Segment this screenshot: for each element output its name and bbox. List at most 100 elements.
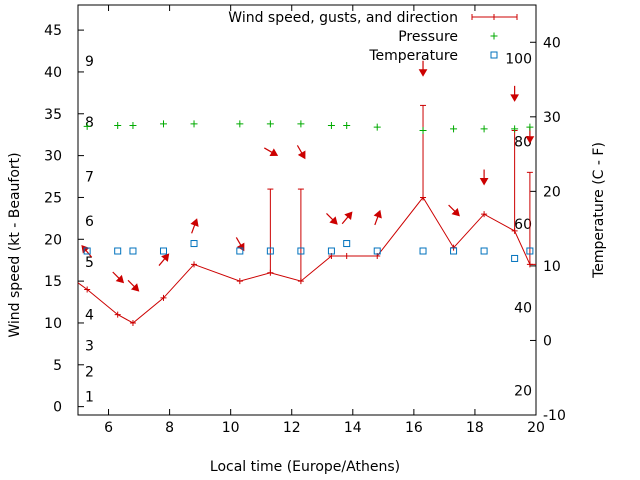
y-tick-label: 20: [44, 232, 62, 248]
temperature-point: [511, 254, 519, 262]
y-tick-label: 30: [44, 149, 62, 165]
arrow-head: [510, 94, 519, 102]
legend-label: Wind speed, gusts, and direction: [228, 10, 458, 26]
series: [77, 60, 536, 326]
pressure-point: [159, 120, 167, 128]
wind-direction-arrow: [479, 169, 489, 186]
temperature-point: [129, 247, 137, 255]
arrow-head: [297, 150, 306, 160]
pressure-point: [343, 121, 351, 129]
wind-direction-arrow: [158, 253, 170, 266]
x-tick-label: 12: [283, 420, 301, 436]
pressure-point: [129, 121, 137, 129]
axes: 6 8 10 12 14 16 18 20051015202530354045-1001020…: [44, 4, 566, 436]
arrow-head: [525, 136, 535, 144]
legend-label: Pressure: [398, 29, 458, 45]
beaufort-label: 6: [85, 214, 94, 230]
fahrenheit-label: 20: [514, 383, 532, 399]
pressure-point: [480, 125, 488, 133]
wind-point: [129, 319, 136, 326]
y-tick-label: 15: [44, 274, 62, 290]
y-tick-label: 45: [44, 23, 62, 39]
x-axis-label: Local time (Europe/Athens): [210, 459, 400, 475]
arrow-head: [130, 283, 140, 292]
wind-point: [267, 269, 274, 276]
wind-direction-arrow: [296, 145, 306, 160]
arrow-head: [418, 69, 428, 77]
wind-direction-arrow: [341, 211, 353, 225]
plot-frame: [77, 4, 537, 416]
x-tick-label: 16: [405, 420, 423, 436]
beaufort-label: 2: [85, 364, 94, 380]
temperature-point: [83, 247, 91, 255]
arrow-head: [190, 218, 199, 227]
y-tick-label: 40: [44, 65, 62, 81]
beaufort-label: 3: [85, 339, 94, 355]
wind-point: [236, 278, 243, 285]
pressure-point: [190, 120, 198, 128]
wind-direction-arrow: [235, 237, 245, 252]
arrow-head: [115, 274, 125, 284]
legend-swatch-pressure: [490, 32, 498, 40]
y2-tick-label: 40: [543, 35, 561, 51]
arrow-head: [161, 253, 170, 262]
beaufort-label: 5: [85, 255, 94, 271]
beaufort-label: 1: [85, 390, 94, 406]
arrow-head: [344, 211, 353, 221]
y2-tick-label: 10: [543, 259, 561, 275]
wind-point: [191, 261, 198, 268]
wind-point: [420, 194, 427, 201]
legend-swatch-temperature: [490, 51, 498, 59]
fahrenheit-label: 60: [514, 217, 532, 233]
y-tick-label: 0: [53, 400, 62, 416]
pressure-point: [419, 127, 427, 135]
temperature-point: [266, 247, 274, 255]
wind-direction-arrow: [127, 279, 140, 292]
wind-point: [481, 211, 488, 218]
y-axis-label: Wind speed (kt - Beaufort): [7, 152, 23, 337]
temperature-point: [450, 247, 458, 255]
pressure-point: [297, 120, 305, 128]
pressure-point: [236, 120, 244, 128]
y2-tick-label: 0: [543, 333, 552, 349]
temperature-point: [190, 240, 198, 248]
wind-direction-arrow: [112, 271, 125, 284]
fahrenheit-label: 100: [505, 52, 532, 68]
x-tick-label: 14: [344, 420, 362, 436]
arrow-head: [451, 207, 460, 217]
pressure-point: [526, 123, 534, 131]
temperature-point: [373, 247, 381, 255]
y-tick-label: 35: [44, 107, 62, 123]
y2-tick-label: 30: [543, 110, 561, 126]
wind-point: [526, 261, 533, 268]
pressure-point: [373, 123, 381, 131]
y-tick-label: 25: [44, 190, 62, 206]
wind-point: [84, 286, 91, 293]
wind-direction-arrow: [263, 147, 279, 156]
wind-point: [160, 294, 167, 301]
x-tick-label: 20: [527, 420, 545, 436]
pressure-point: [327, 121, 335, 129]
wind-direction-arrow: [326, 212, 338, 225]
y2-axis-label: Temperature (C - F): [591, 142, 607, 279]
temperature-point: [419, 247, 427, 255]
pressure-point: [266, 120, 274, 128]
beaufort-label: 8: [85, 115, 94, 131]
y-tick-label: 5: [53, 358, 62, 374]
y-tick-label: 10: [44, 316, 62, 332]
x-tick-label: 18: [466, 420, 484, 436]
wind-direction-arrow: [373, 209, 382, 226]
legend-label: Temperature: [368, 48, 458, 64]
wind-direction-arrow: [81, 244, 93, 258]
pressure-point: [511, 125, 519, 133]
arrow-head: [269, 148, 279, 156]
arrow-head: [373, 209, 382, 219]
pressure-point: [450, 125, 458, 133]
arrow-head: [81, 244, 90, 254]
temperature-point: [480, 247, 488, 255]
x-tick-label: 8: [165, 420, 174, 436]
x-tick-label: 10: [222, 420, 240, 436]
wind-point: [511, 227, 518, 234]
wind-direction-arrow: [418, 60, 428, 77]
